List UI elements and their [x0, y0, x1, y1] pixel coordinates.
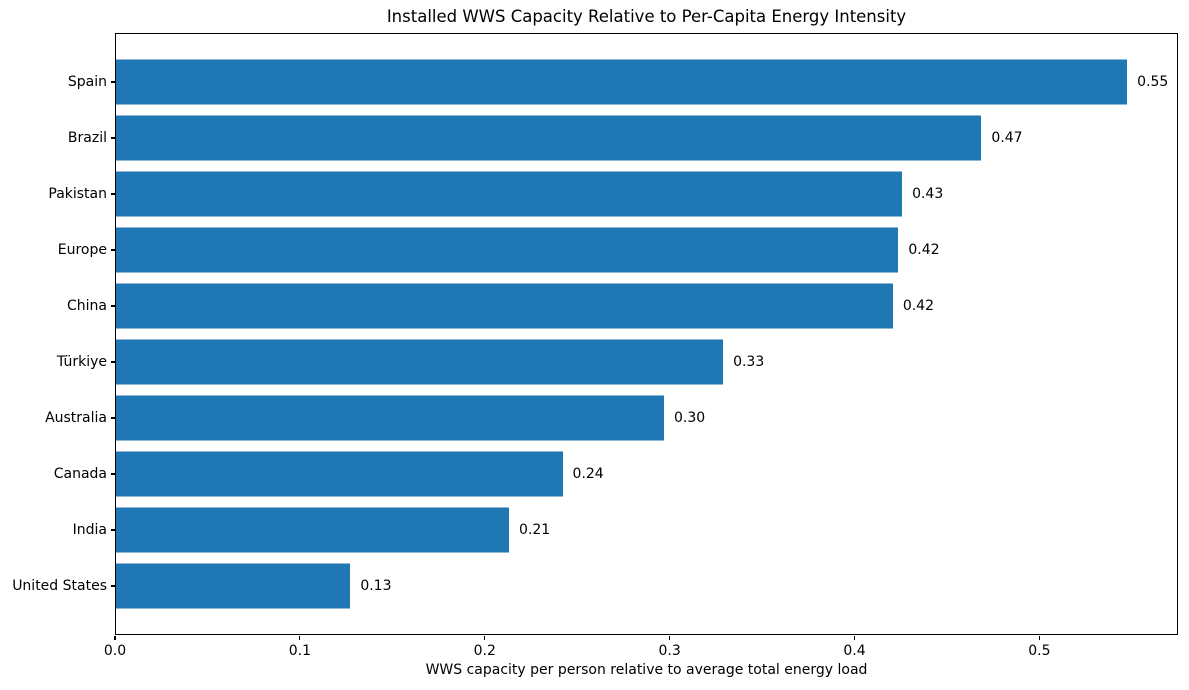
bar-value-label: 0.42 [908, 242, 940, 258]
x-tick-label: 0.2 [473, 643, 496, 659]
bar-australia [116, 395, 665, 441]
x-axis: 0.0 0.1 0.2 0.3 0.4 0.5 [104, 635, 1178, 665]
x-tick-label: 0.0 [103, 643, 127, 659]
bar-china [116, 283, 893, 329]
bar-row: 0.30 Australia [45, 390, 1177, 446]
bar-row: 0.13 United States [12, 558, 1177, 614]
bar-canada [116, 451, 563, 497]
y-tick-mark [111, 417, 115, 419]
bar-row: 0.55 Spain [68, 54, 1177, 110]
y-tick-label: Pakistan [48, 186, 107, 202]
bar-row: 0.42 Europe [58, 222, 1177, 278]
bar-india [116, 507, 510, 553]
y-tick-label: Türkiye [56, 354, 107, 370]
bar-united-states [116, 563, 351, 609]
x-tick-mark [853, 636, 856, 640]
y-tick-mark [111, 249, 115, 251]
y-tick-mark [111, 137, 115, 139]
bar-value-label: 0.43 [912, 186, 944, 202]
bar-spain [116, 59, 1128, 105]
chart-title: Installed WWS Capacity Relative to Per-C… [386, 7, 907, 26]
y-tick-mark [111, 81, 115, 83]
bar-value-label: 0.55 [1137, 74, 1169, 90]
x-tick-mark [114, 636, 116, 640]
x-tick-label: 0.1 [288, 643, 311, 659]
x-tick-label: 0.4 [843, 643, 866, 659]
y-tick-label: China [67, 298, 107, 314]
bar-europe [116, 227, 899, 273]
y-tick-mark [111, 585, 115, 587]
x-tick-label: 0.3 [658, 643, 681, 659]
y-tick-label: Spain [67, 74, 107, 90]
x-tick-mark [299, 636, 301, 640]
bar-row: 0.33 Türkiye [57, 334, 1177, 390]
x-tick-mark [669, 636, 671, 640]
bar-value-label: 0.30 [674, 410, 706, 426]
y-tick-label: Europe [57, 242, 107, 258]
y-tick-mark [111, 473, 115, 475]
bar-value-label: 0.33 [733, 354, 765, 370]
bar-türkiye [116, 339, 724, 385]
bar-row: 0.24 Canada [54, 446, 1177, 502]
y-tick-mark [111, 193, 115, 195]
bar-brazil [116, 115, 982, 161]
plot-area: 0.55 Spain 0.47 Brazil 0.43 Pakistan 0.42 Europ… [12, 33, 1178, 635]
bars-container: 0.55 Spain 0.47 Brazil 0.43 Pakistan 0.42 Europ… [12, 34, 1177, 634]
bar-value-label: 0.47 [991, 130, 1023, 146]
y-tick-label: Brazil [67, 130, 107, 146]
y-tick-mark [111, 361, 115, 363]
bar-value-label: 0.42 [902, 298, 934, 314]
x-tick-mark [484, 636, 486, 640]
y-tick-label: Australia [45, 410, 107, 426]
y-tick-label: Canada [53, 466, 107, 482]
x-axis-label: WWS capacity per person relative to aver… [425, 662, 868, 678]
bar-row: 0.43 Pakistan [48, 166, 1177, 222]
bar-value-label: 0.13 [360, 578, 392, 594]
y-tick-mark [111, 529, 115, 531]
bar-value-label: 0.21 [519, 522, 551, 538]
bar-pakistan [116, 171, 903, 217]
y-tick-mark [111, 305, 115, 307]
x-tick-label: 0.5 [1028, 643, 1051, 659]
bar-row: 0.42 China [67, 278, 1177, 334]
y-tick-label: United States [12, 578, 107, 594]
bar-row: 0.21 India [73, 502, 1177, 558]
bar-row: 0.47 Brazil [68, 110, 1177, 166]
x-tick-mark [1038, 636, 1040, 640]
y-tick-label: India [72, 522, 107, 538]
bar-value-label: 0.24 [572, 466, 604, 482]
